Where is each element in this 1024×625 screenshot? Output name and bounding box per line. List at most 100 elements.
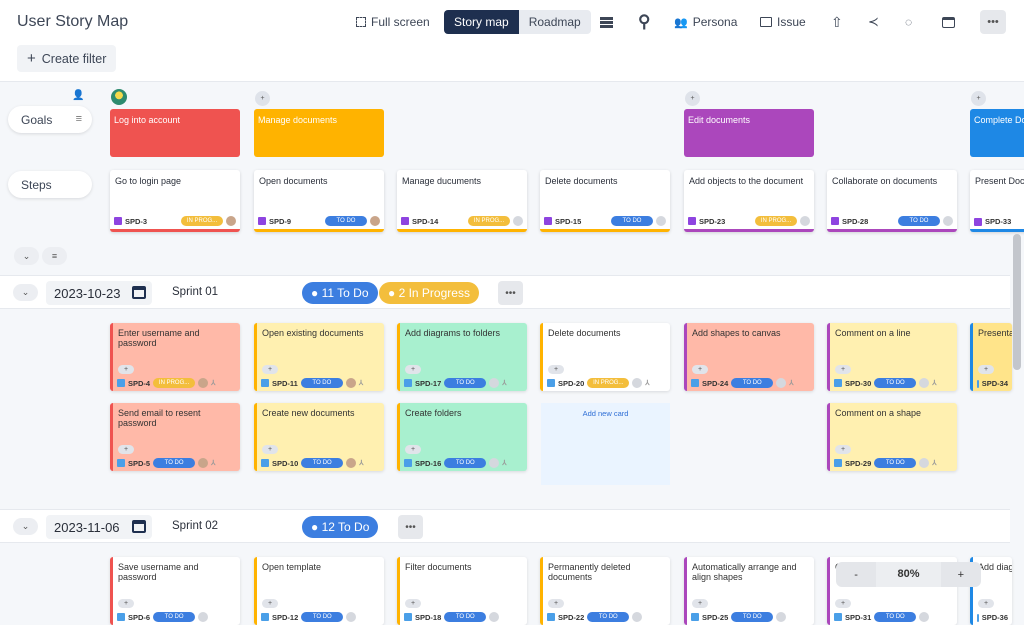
assign-user-icon[interactable] — [919, 612, 930, 622]
avatar[interactable] — [198, 378, 209, 388]
hierarchy-icon[interactable]: ⅄ — [358, 380, 364, 387]
status-badge[interactable]: IN PROG... — [468, 216, 510, 226]
collapse-sprint-button[interactable]: ⌄ — [13, 518, 38, 535]
add-label-button[interactable]: + — [118, 365, 134, 374]
calendar-icon[interactable] — [132, 286, 146, 299]
add-label-button[interactable]: + — [262, 445, 278, 454]
goal-card[interactable]: Log into account — [110, 109, 240, 157]
goals-row-label[interactable]: Goals ≡ — [8, 106, 92, 133]
add-label-button[interactable]: + — [405, 365, 421, 374]
hierarchy-icon[interactable]: ⅄ — [645, 380, 650, 387]
status-badge[interactable]: TO DO — [301, 458, 344, 468]
vertical-scrollbar[interactable] — [1013, 234, 1021, 370]
hierarchy-icon[interactable]: ⅄ — [932, 460, 937, 467]
status-badge[interactable]: IN PROG... — [755, 216, 797, 226]
share-icon[interactable]: ≺ — [868, 14, 879, 29]
step-card[interactable]: Go to login page SPD-3 IN PROG... — [110, 170, 240, 232]
status-badge[interactable]: TO DO — [301, 612, 344, 622]
issue-button[interactable]: Issue — [760, 10, 806, 34]
add-label-button[interactable]: + — [262, 599, 278, 608]
add-persona-icon[interactable]: + — [255, 91, 270, 106]
add-label-button[interactable]: + — [978, 365, 994, 374]
avatar[interactable] — [346, 458, 357, 468]
goal-card[interactable]: Complete Do — [970, 109, 1024, 157]
hierarchy-icon[interactable]: ⅄ — [359, 460, 364, 467]
status-badge[interactable]: TO DO — [611, 216, 653, 226]
step-card[interactable]: Collaborate on documents SPD-28 TO DO — [827, 170, 957, 232]
avatar[interactable] — [198, 458, 209, 468]
todo-count-badge[interactable]: ● 12 To Do — [302, 516, 379, 538]
assign-user-icon[interactable] — [489, 612, 500, 622]
add-label-button[interactable]: + — [835, 365, 851, 374]
status-badge[interactable]: IN PROG... — [181, 216, 223, 226]
status-badge[interactable]: TO DO — [898, 216, 940, 226]
add-label-button[interactable]: + — [692, 365, 708, 374]
filter-icon[interactable]: ≡ — [42, 247, 67, 265]
add-label-button[interactable]: + — [835, 445, 851, 454]
assign-user-icon[interactable] — [776, 378, 787, 388]
story-card[interactable]: Create folders + SPD-16 TO DO ⅄ — [397, 403, 527, 471]
step-card[interactable]: Present Docu SPD-33 — [970, 170, 1024, 232]
avatar[interactable] — [370, 216, 380, 226]
add-label-button[interactable]: + — [405, 599, 421, 608]
sprint-menu-button[interactable]: ••• — [498, 281, 523, 305]
status-badge[interactable]: TO DO — [874, 378, 917, 388]
step-card[interactable]: Open documents SPD-9 TO DO — [254, 170, 384, 232]
assign-user-icon[interactable] — [632, 612, 643, 622]
step-card[interactable]: Add objects to the document SPD-23 IN PRO… — [684, 170, 814, 232]
more-button[interactable]: ••• — [980, 10, 1006, 34]
full-screen-button[interactable]: Full screen — [356, 10, 430, 34]
add-label-button[interactable]: + — [405, 445, 421, 454]
window-icon[interactable] — [942, 10, 955, 34]
status-badge[interactable]: TO DO — [874, 458, 917, 468]
assign-user-icon[interactable] — [346, 612, 357, 622]
story-card[interactable]: Delete documents + SPD-20 IN PROG... ⅄ — [540, 323, 670, 391]
status-badge[interactable]: TO DO — [874, 612, 917, 622]
tab-roadmap[interactable]: Roadmap — [518, 10, 591, 34]
assign-user-icon[interactable] — [489, 458, 500, 468]
assign-persona-icon[interactable]: 👤 — [72, 90, 85, 101]
story-card[interactable]: Send email to resent password + SPD-5 TO … — [110, 403, 240, 471]
add-label-button[interactable]: + — [548, 599, 564, 608]
assign-user-icon[interactable] — [776, 612, 787, 622]
assign-user-icon[interactable] — [513, 216, 523, 226]
story-card[interactable]: Enter username and password + SPD-4 IN PR… — [110, 323, 240, 391]
status-badge[interactable]: TO DO — [444, 458, 487, 468]
export-icon[interactable]: ⇧ — [831, 13, 843, 30]
add-label-button[interactable]: + — [118, 445, 134, 454]
story-card[interactable]: Open template + SPD-12 TO DO — [254, 557, 384, 625]
status-badge[interactable]: TO DO — [731, 378, 774, 388]
status-badge[interactable]: TO DO — [153, 612, 196, 622]
hierarchy-icon[interactable]: ⅄ — [211, 380, 216, 387]
create-filter-button[interactable]: + Create filter — [17, 45, 117, 72]
hierarchy-icon[interactable]: ⅄ — [789, 380, 794, 387]
add-persona-icon[interactable]: + — [971, 91, 986, 106]
add-label-button[interactable]: + — [118, 599, 134, 608]
story-card[interactable]: Presenta + SPD-34 — [970, 323, 1012, 391]
comment-icon[interactable]: ◌ — [905, 15, 913, 29]
story-card[interactable]: Save username and password + SPD-6 TO DO — [110, 557, 240, 625]
status-badge[interactable]: TO DO — [444, 378, 487, 388]
story-card[interactable]: Open existing documents + SPD-11 TO DO ⅄ — [254, 323, 384, 391]
persona-avatar[interactable] — [111, 89, 127, 105]
steps-row-label[interactable]: Steps — [8, 171, 92, 198]
add-label-button[interactable]: + — [692, 599, 708, 608]
zoom-out-button[interactable]: - — [854, 568, 858, 581]
filter-icon[interactable]: ≡ — [75, 113, 82, 125]
sprint-menu-button[interactable]: ••• — [398, 515, 423, 539]
add-label-button[interactable]: + — [262, 365, 278, 374]
in-progress-count-badge[interactable]: ● 2 In Progress — [379, 282, 479, 304]
assign-user-icon[interactable] — [489, 378, 500, 388]
sprint-name[interactable]: Sprint 02 — [172, 520, 219, 532]
hierarchy-icon[interactable]: ⅄ — [932, 380, 937, 387]
status-badge[interactable]: IN PROG... — [587, 378, 630, 388]
status-badge[interactable]: TO DO — [444, 612, 487, 622]
assign-user-icon[interactable] — [943, 216, 953, 226]
calendar-icon[interactable] — [132, 520, 146, 533]
story-card[interactable]: Permanently deleted documents + SPD-22 TO… — [540, 557, 670, 625]
story-card[interactable]: Comment on a shape + SPD-29 TO DO ⅄ — [827, 403, 957, 471]
step-card[interactable]: Manage ducuments SPD-14 IN PROG... — [397, 170, 527, 232]
add-label-button[interactable]: + — [835, 599, 851, 608]
story-card[interactable]: Add diagrams to folders + SPD-17 TO DO ⅄ — [397, 323, 527, 391]
avatar[interactable] — [345, 378, 356, 388]
